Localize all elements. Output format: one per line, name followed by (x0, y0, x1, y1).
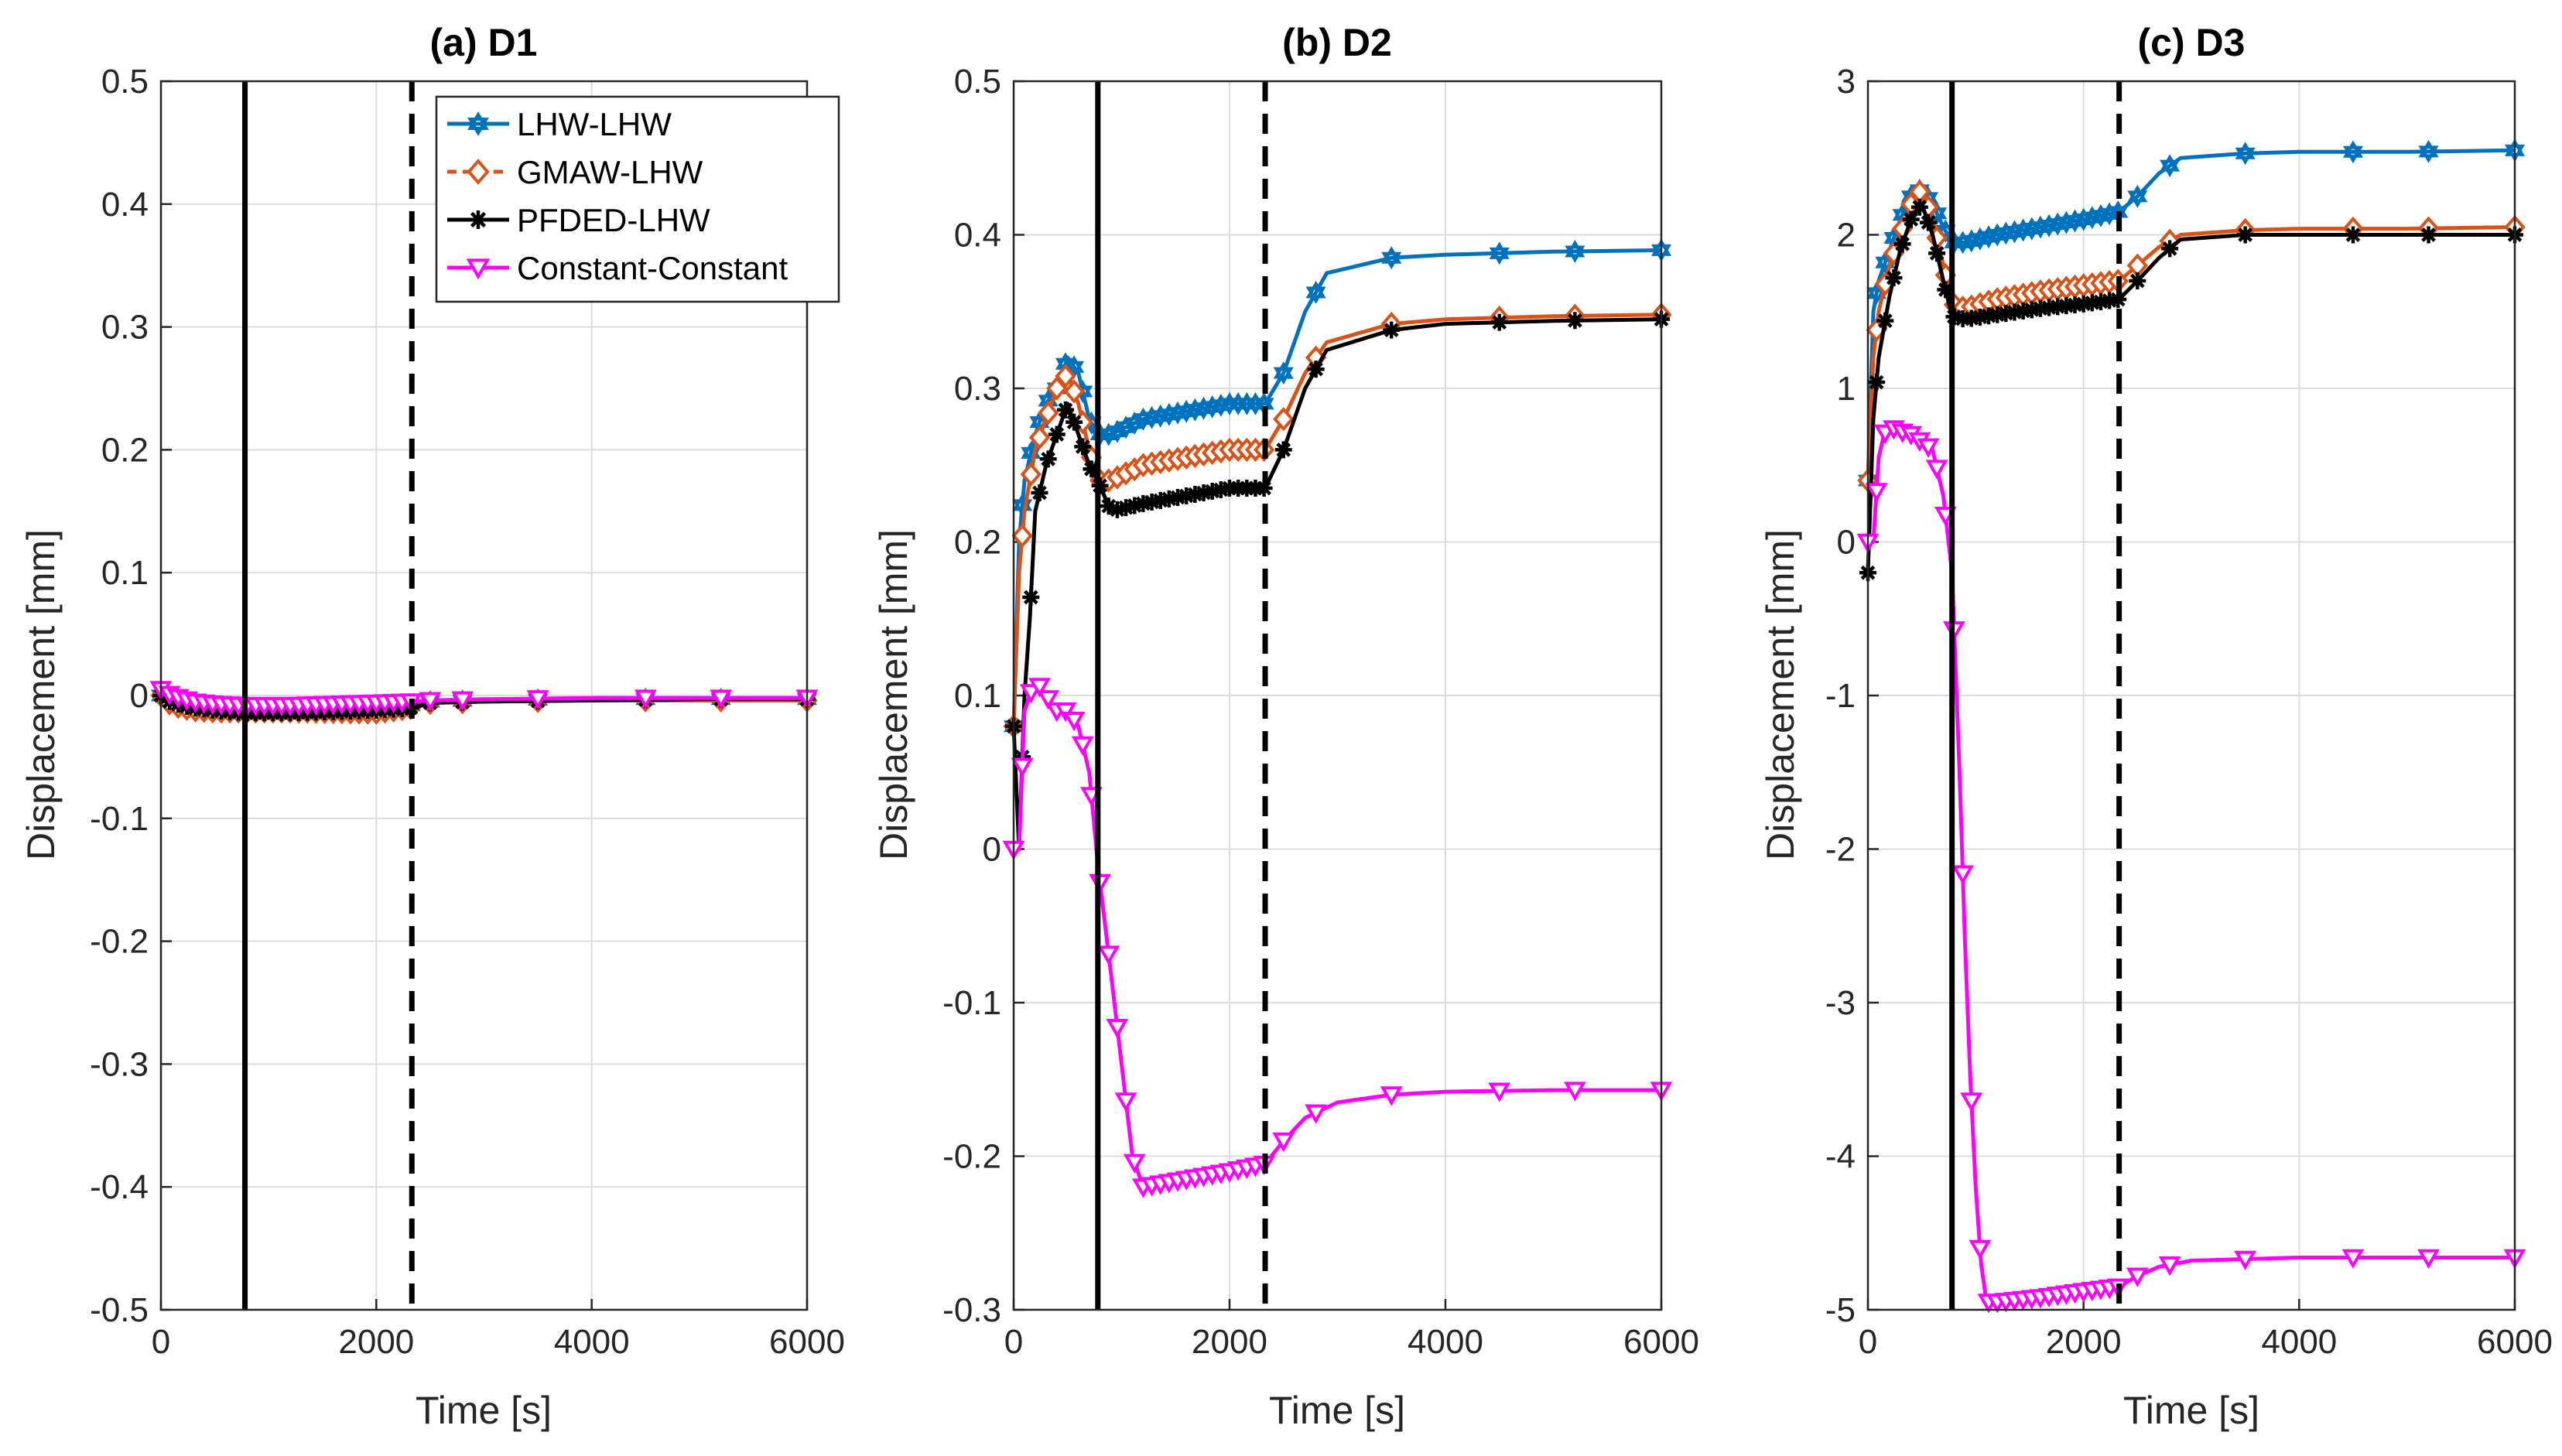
data-point-pfded-lhw (1911, 199, 1928, 216)
data-point-pfded-lhw (1894, 235, 1911, 252)
panel-title: (b) D2 (1282, 21, 1392, 64)
y-tick-label: 0 (130, 677, 149, 715)
y-tick-label: -0.4 (90, 1168, 149, 1206)
y-tick-label: 0.2 (101, 431, 149, 469)
data-point-pfded-lhw (1876, 313, 1893, 330)
data-point-pfded-lhw (1048, 426, 1066, 443)
y-tick-label: 0.1 (101, 554, 149, 592)
y-tick-label: -0.3 (942, 1291, 1001, 1329)
y-tick-label: 0 (1837, 524, 1856, 562)
y-tick-label: 0.4 (954, 217, 1001, 255)
y-tick-label: -5 (1825, 1291, 1856, 1329)
y-tick-label: -3 (1825, 984, 1856, 1022)
data-point-pfded-lhw (1066, 414, 1083, 431)
legend-label: LHW-LHW (517, 106, 672, 142)
figure-canvas: (a) D1 Time [s] Displacement [mm] 0 2000 4… (0, 0, 2562, 1456)
y-tick-label: -0.2 (942, 1138, 1001, 1176)
x-tick-label: 2000 (338, 1323, 414, 1361)
data-point-pfded-lhw (1308, 361, 1325, 378)
data-point-pfded-lhw (1491, 314, 1508, 331)
x-axis-label: Time [s] (1269, 1389, 1405, 1432)
data-point-pfded-lhw (1074, 438, 1091, 455)
x-tick-label: 2000 (1192, 1323, 1267, 1361)
y-tick-label: -0.1 (90, 800, 149, 838)
data-point-pfded-lhw (1022, 589, 1039, 606)
x-tick-label: 6000 (2477, 1323, 2553, 1361)
data-point-pfded-lhw (1885, 269, 1902, 286)
y-tick-label: 0.1 (954, 677, 1001, 715)
x-tick-label: 4000 (554, 1323, 630, 1361)
y-tick-label: -1 (1825, 677, 1856, 715)
y-tick-label: 0.4 (101, 186, 149, 224)
y-tick-label: 0.3 (954, 370, 1001, 408)
y-axis-label: Displacement [mm] (872, 529, 915, 860)
y-tick-label: -0.2 (90, 923, 149, 961)
data-point-pfded-lhw (1383, 322, 1400, 339)
data-point-pfded-lhw (2237, 227, 2254, 244)
legend-marker-pfded-lhw (469, 210, 487, 229)
y-tick-label: 2 (1837, 217, 1856, 255)
data-point-pfded-lhw (1057, 402, 1074, 419)
data-point-pfded-lhw (1040, 450, 1057, 467)
y-axis-label: Displacement [mm] (19, 529, 63, 860)
x-tick-label: 0 (152, 1323, 170, 1361)
data-point-pfded-lhw (2161, 240, 2178, 257)
x-tick-label: 0 (1004, 1323, 1023, 1361)
x-tick-label: 6000 (1623, 1323, 1699, 1361)
x-tick-label: 2000 (2046, 1323, 2122, 1361)
y-tick-label: 0.2 (954, 524, 1001, 562)
y-tick-label: -0.1 (942, 984, 1001, 1022)
legend-label: PFDED-LHW (517, 202, 710, 238)
data-point-pfded-lhw (1920, 214, 1937, 231)
y-tick-label: -2 (1825, 831, 1856, 869)
data-point-pfded-lhw (2345, 227, 2362, 244)
data-point-pfded-lhw (1031, 484, 1048, 501)
x-tick-label: 6000 (769, 1323, 845, 1361)
y-tick-label: 0.3 (101, 309, 149, 347)
y-tick-label: 0 (983, 831, 1001, 869)
x-tick-label: 4000 (1408, 1323, 1483, 1361)
y-axis-label: Displacement [mm] (1759, 529, 1802, 860)
data-point-pfded-lhw (1566, 312, 1583, 329)
x-axis-label: Time [s] (2123, 1389, 2259, 1432)
panel-title: (c) D3 (2138, 21, 2246, 64)
data-point-pfded-lhw (1275, 441, 1292, 458)
y-tick-label: 0.5 (954, 63, 1001, 101)
data-point-pfded-lhw (1928, 244, 1945, 261)
x-axis-label: Time [s] (416, 1389, 552, 1432)
data-point-pfded-lhw (2420, 227, 2437, 244)
legend: LHW-LHW GMAW-LHW PFDED-LHW Constant-Constan… (436, 97, 839, 302)
panel-title: (a) D1 (430, 21, 538, 64)
y-tick-label: -4 (1825, 1138, 1856, 1176)
y-tick-label: -0.3 (90, 1045, 149, 1083)
data-point-pfded-lhw (2129, 272, 2146, 289)
data-point-pfded-lhw (1868, 374, 1885, 391)
legend-label: GMAW-LHW (517, 154, 703, 190)
y-tick-label: 0.5 (101, 63, 149, 101)
x-tick-label: 4000 (2261, 1323, 2337, 1361)
legend-label: Constant-Constant (517, 250, 788, 286)
panel-c-d3: (c) D3 Time [s] Displacement [mm] 0 2000 4… (1759, 21, 2553, 1432)
data-point-pfded-lhw (1903, 211, 1920, 228)
y-tick-label: 3 (1837, 63, 1856, 101)
y-tick-label: -0.5 (90, 1291, 149, 1329)
y-tick-label: 1 (1837, 370, 1856, 408)
x-tick-label: 0 (1859, 1323, 1877, 1361)
